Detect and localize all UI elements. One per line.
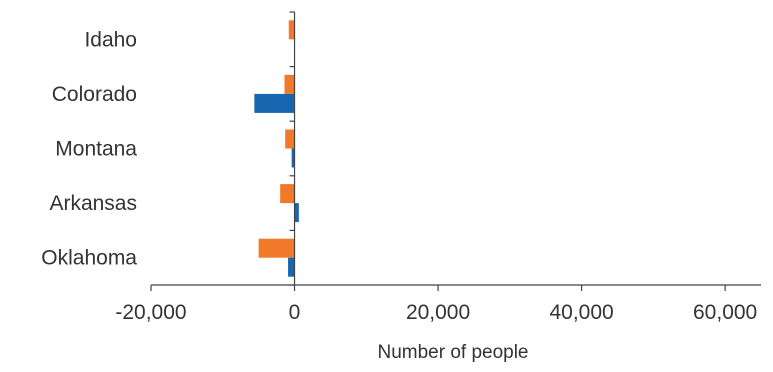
bar-idaho-series-1 (288, 20, 295, 40)
x-tick-label: -20,000 (115, 301, 186, 324)
bar-oklahoma-series-1 (258, 238, 295, 258)
bar-colorado-series-2 (254, 93, 295, 113)
bar-montana-series-1 (285, 129, 295, 149)
category-label-oklahoma: Oklahoma (41, 247, 137, 270)
bar-arkansas-series-2 (294, 203, 299, 223)
x-tick-label: 0 (289, 301, 301, 324)
axes-layer (151, 12, 761, 286)
category-label-montana: Montana (55, 138, 137, 161)
bar-colorado-series-1 (284, 74, 295, 94)
x-ticks: -20,000 0 20,000 40,000 60,000 (115, 11, 757, 324)
x-tick-label: 40,000 (549, 301, 613, 324)
bar-oklahoma-series-2 (288, 257, 295, 277)
category-label-idaho: Idaho (84, 28, 137, 51)
x-tick-label: 20,000 (406, 301, 470, 324)
bar-arkansas-series-1 (280, 184, 295, 204)
category-label-arkansas: Arkansas (49, 192, 137, 215)
category-label-colorado: Colorado (52, 83, 137, 106)
bars-layer (254, 20, 299, 277)
x-axis-title: Number of people (377, 342, 528, 363)
category-labels: Idaho Colorado Montana Arkansas Oklahoma (41, 28, 137, 269)
bar-montana-series-2 (291, 148, 295, 168)
x-tick-label: 60,000 (693, 301, 757, 324)
